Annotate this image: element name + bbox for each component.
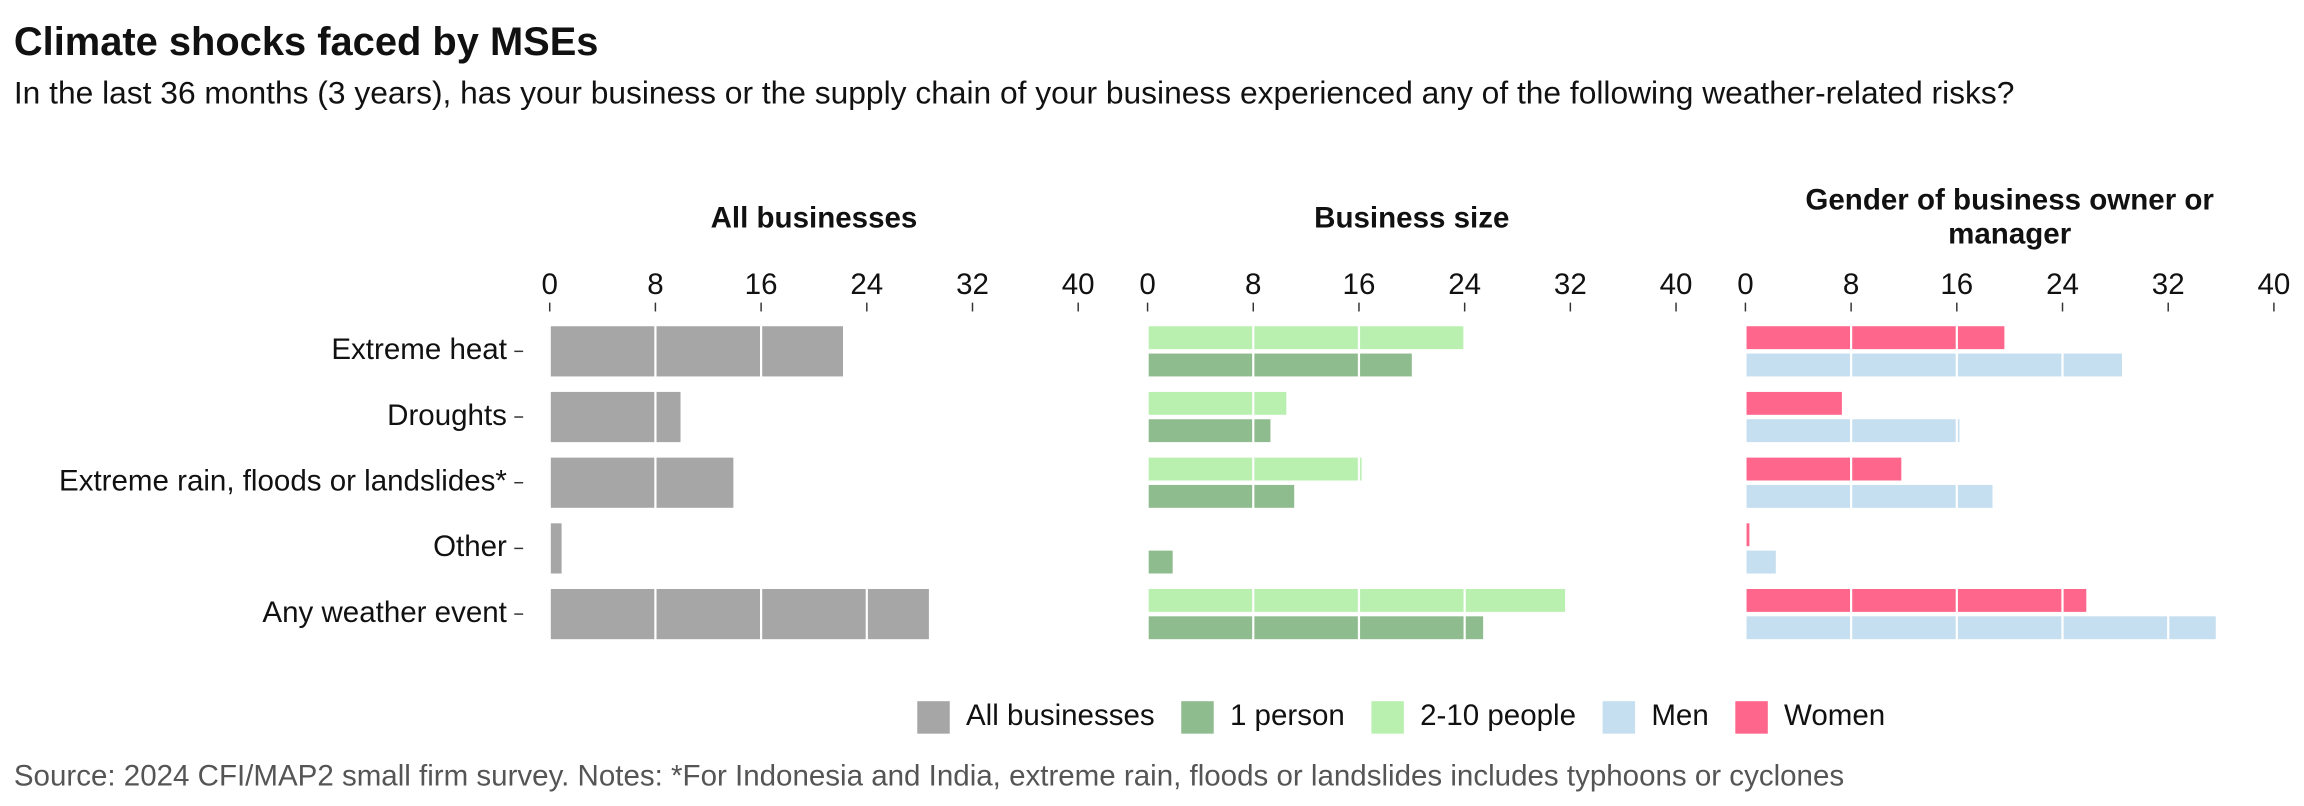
bar <box>1147 589 1566 612</box>
panel-title: Business size <box>1314 201 1510 234</box>
panel-title-box: Business size <box>1314 201 1510 234</box>
subtitle-box: In the last 36 months (3 years), has you… <box>13 75 2015 111</box>
legend-label: Men <box>1651 699 1708 732</box>
x-tick-label: 32 <box>956 268 989 301</box>
panel-title-box: Gender of business owner or manager <box>1805 184 2214 251</box>
bar <box>549 589 929 640</box>
category-label: Other <box>433 530 507 563</box>
bar <box>1745 326 2005 350</box>
bar <box>1745 589 2087 612</box>
category-label: Any weather event <box>262 596 506 629</box>
category-label: Droughts <box>387 399 507 432</box>
category-label: Extreme heat <box>331 333 507 366</box>
legend-label: 2-10 people <box>1420 699 1576 732</box>
x-tick-label: 40 <box>2257 268 2290 301</box>
panel-title: Gender of business owner or manager <box>1805 184 2214 251</box>
legend-label: All businesses <box>966 699 1155 732</box>
x-tick-label: 32 <box>1554 268 1587 301</box>
bar <box>1147 484 1295 508</box>
bar <box>1147 616 1484 640</box>
bar <box>1745 419 1960 443</box>
x-tick-label: 16 <box>1343 268 1376 301</box>
bar <box>549 457 734 508</box>
panel-title-box: All businesses <box>710 201 918 234</box>
x-tick-label: 8 <box>647 268 663 301</box>
x-tick-label: 8 <box>1245 268 1261 301</box>
bar <box>1147 457 1362 481</box>
x-tick-label: 24 <box>850 268 883 301</box>
bar <box>1745 391 1842 415</box>
bar <box>1745 523 1750 547</box>
panel-title: All businesses <box>710 201 918 234</box>
bar <box>1147 419 1271 443</box>
legend-swatch <box>1181 701 1214 734</box>
x-tick-label: 16 <box>745 268 778 301</box>
legend-label: Women <box>1784 699 1885 732</box>
bar <box>1147 391 1287 415</box>
bar <box>1147 326 1464 350</box>
x-tick-label: 0 <box>542 268 558 301</box>
bar <box>1745 457 1902 481</box>
legend-swatch <box>917 701 950 734</box>
x-tick-label: 8 <box>1843 268 1859 301</box>
x-tick-label: 40 <box>1660 268 1693 301</box>
bar <box>549 391 681 443</box>
bar <box>549 326 844 377</box>
legend-label: 1 person <box>1230 699 1345 732</box>
x-tick-label: 0 <box>1737 268 1753 301</box>
chart-title: Climate shocks faced by MSEs <box>14 20 599 64</box>
source-note: Source: 2024 CFI/MAP2 small firm survey.… <box>14 760 1844 793</box>
x-tick-label: 16 <box>1940 268 1973 301</box>
legend-swatch <box>1735 701 1768 734</box>
bar <box>549 523 562 574</box>
bar <box>1147 353 1412 377</box>
bar <box>1745 616 2216 640</box>
bar <box>1147 550 1173 574</box>
x-tick-label: 40 <box>1062 268 1095 301</box>
x-tick-label: 32 <box>2152 268 2185 301</box>
bar <box>1745 484 1993 508</box>
bar <box>1745 550 1776 574</box>
chart-subtitle: In the last 36 months (3 years), has you… <box>13 75 2015 111</box>
legend-swatch <box>1602 701 1636 734</box>
category-label: Extreme rain, floods or landslides* <box>59 465 507 498</box>
x-tick-label: 24 <box>2046 268 2079 301</box>
x-tick-label: 0 <box>1139 268 1155 301</box>
legend-swatch <box>1371 701 1404 734</box>
bar <box>1745 353 2122 377</box>
x-tick-label: 24 <box>1448 268 1481 301</box>
